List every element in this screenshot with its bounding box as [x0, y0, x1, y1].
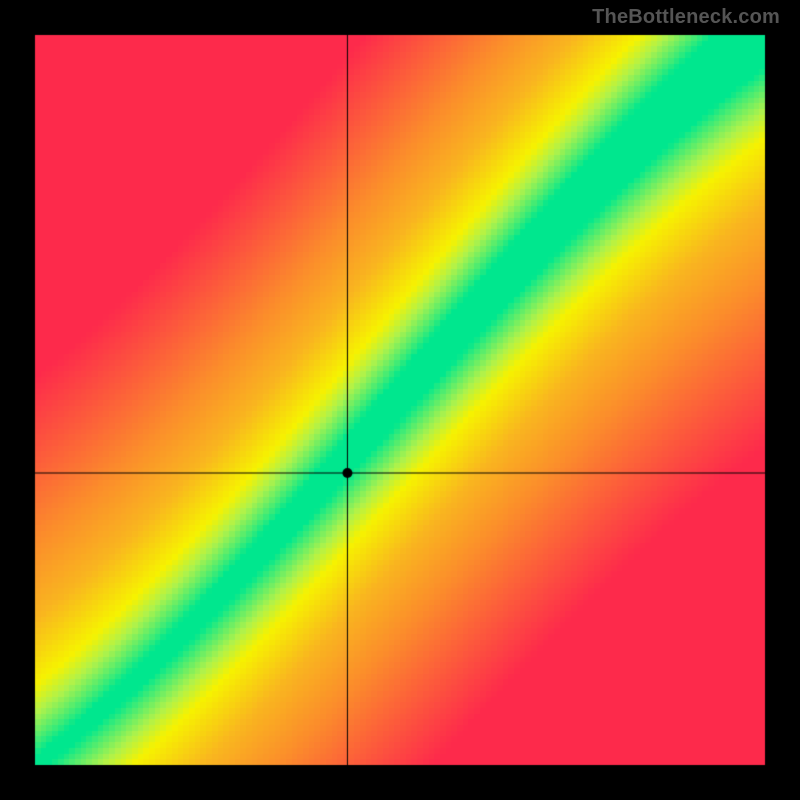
bottleneck-heatmap	[0, 0, 800, 800]
watermark-text: TheBottleneck.com	[592, 6, 780, 29]
chart-container: TheBottleneck.com	[0, 0, 800, 800]
